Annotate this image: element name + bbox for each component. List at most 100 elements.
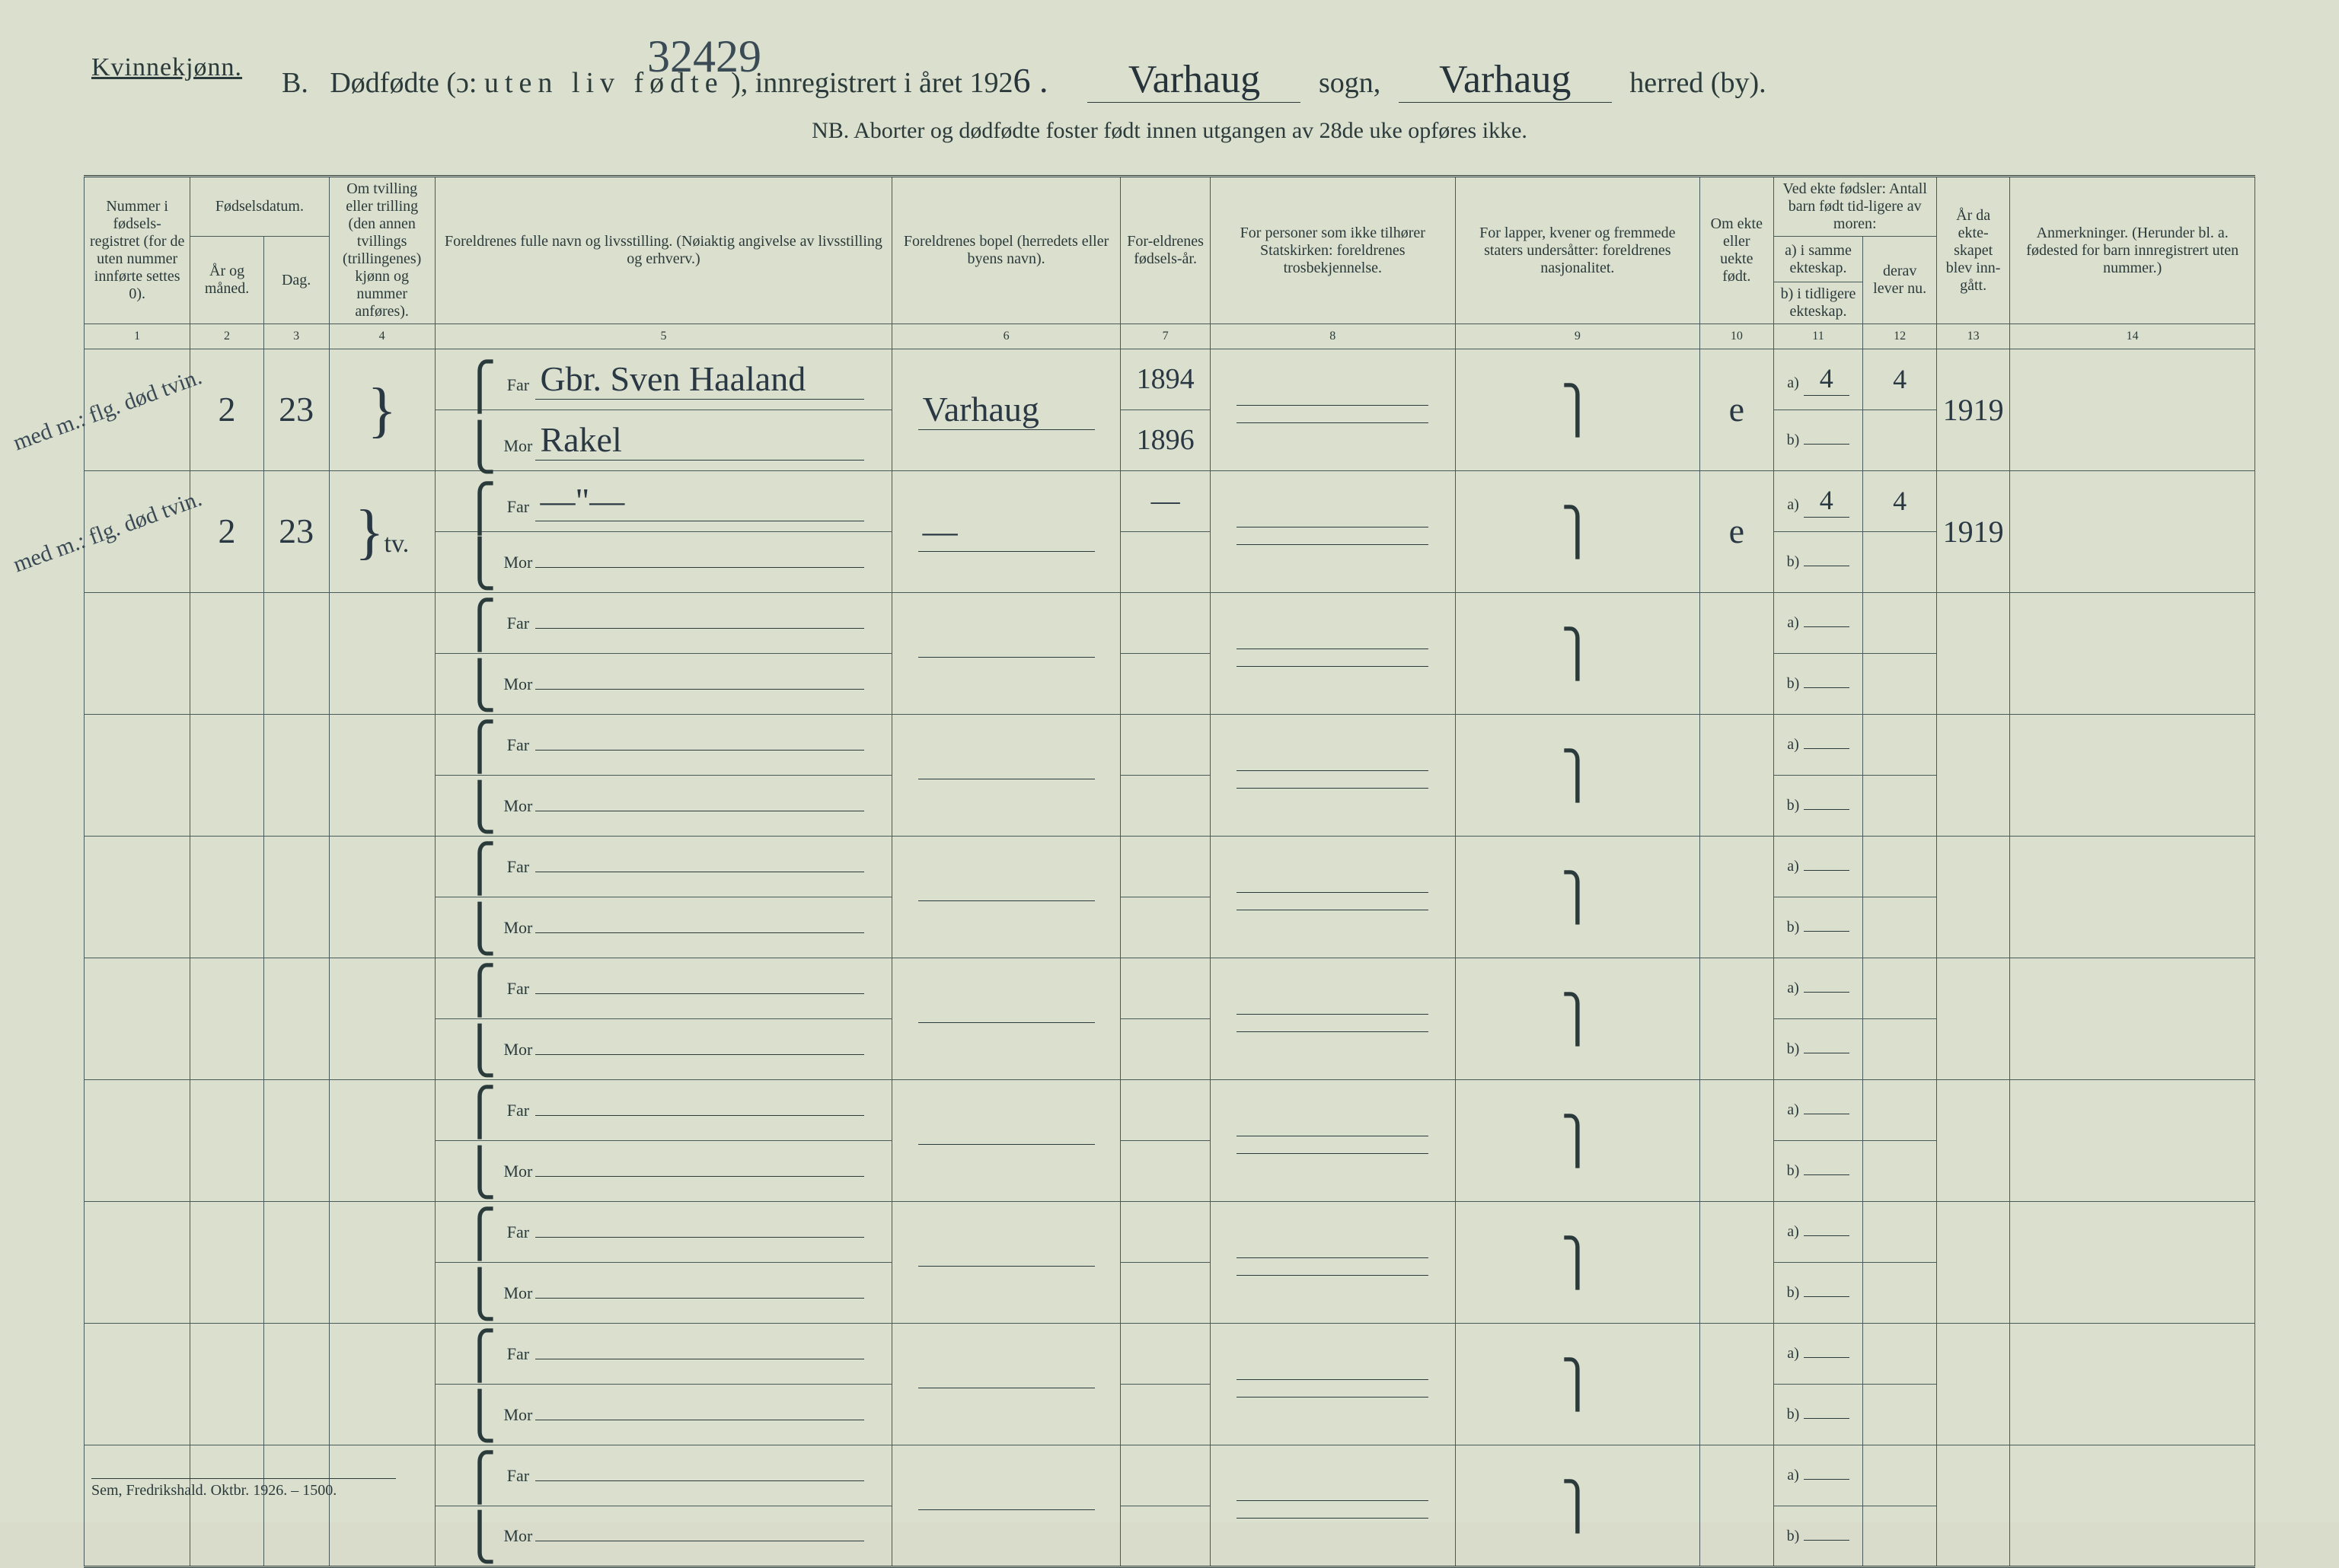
ekte-cell [1700,715,1773,837]
month-cell [190,958,263,1080]
col1-cell: med m.: flg. død tvin. [85,349,190,471]
twin-cell: }tv. [329,471,435,593]
bopel-cell [892,715,1121,837]
far-name-cell: ⎧ Far [435,1080,892,1141]
a-cell: a) [1773,593,1863,654]
a-lever-cell: 4 [1863,349,1936,410]
col-8-header: For personer som ikke tilhører Statskirk… [1211,177,1456,324]
col1-cell [85,1445,190,1567]
b-lever-cell [1863,410,1936,471]
a-lever-cell [1863,593,1936,654]
twin-cell [329,1080,435,1202]
col-14-header: Anmerkninger. (Herunder bl. a. fødested … [2010,177,2255,324]
day-cell [263,1445,329,1567]
margin-note: med m.: flg. død tvin. [10,364,206,457]
remarks-cell [2010,471,2255,593]
a-cell: a) [1773,1445,1863,1506]
col-2-header: År og måned. [190,237,263,324]
col-5-header: Foreldrenes fulle navn og livsstilling. … [435,177,892,324]
mor-year-cell: 1896 [1121,410,1211,471]
far-year-cell [1121,1324,1211,1385]
mor-name-cell: ⎩ Mor [435,1019,892,1080]
ledger-table: Nummer i fødsels-registret (for de uten … [84,175,2255,1568]
bopel-cell [892,1080,1121,1202]
remarks-cell [2010,715,2255,837]
far-year-cell [1121,593,1211,654]
mor-name-cell: ⎩ Mor [435,654,892,715]
b-lever-cell [1863,1019,1936,1080]
far-name-cell: ⎧ Far [435,1202,892,1263]
b-lever-cell [1863,776,1936,837]
b-lever-cell [1863,654,1936,715]
far-name-cell: ⎧ Far [435,1445,892,1506]
b-cell: b) [1773,776,1863,837]
year-married-cell [1936,715,2009,837]
col1-cell [85,1080,190,1202]
margin-note: med m.: flg. død tvin. [10,486,206,578]
month-cell: 2 [190,349,263,471]
a-lever-cell [1863,1324,1936,1385]
year-married-cell [1936,958,2009,1080]
herred-value: Varhaug [1439,58,1571,101]
month-cell [190,1445,263,1567]
day-cell [263,958,329,1080]
month-cell [190,837,263,958]
ekte-cell: e [1700,349,1773,471]
b-cell: b) [1773,654,1863,715]
col1-cell [85,593,190,715]
col1-cell: med m.: flg. død tvin. [85,471,190,593]
bopel-cell [892,837,1121,958]
far-name-cell: ⎧ Far—"— [435,471,892,532]
far-year-cell [1121,837,1211,897]
year-married-cell: 1919 [1936,471,2009,593]
mor-year-cell [1121,654,1211,715]
nationality-cell: ⎫ [1455,349,1700,471]
entry-row-far: ⎧ Far⎫a) [85,958,2255,1019]
a-lever-cell: 4 [1863,471,1936,532]
far-name-cell: ⎧ Far [435,715,892,776]
col1-cell [85,1202,190,1324]
a-cell: a) [1773,715,1863,776]
bopel-cell [892,1445,1121,1567]
remarks-cell [2010,958,2255,1080]
a-cell: a) [1773,837,1863,897]
a-cell: a) [1773,1202,1863,1263]
day-cell [263,593,329,715]
month-cell [190,1324,263,1445]
far-year-cell [1121,1202,1211,1263]
mor-name-cell: ⎩ Mor [435,776,892,837]
year-married-cell [1936,1445,2009,1567]
page-header: Kvinnekjønn. 32429 B. Dødfødte (ɔ: uten … [84,46,2255,175]
far-name-cell: ⎧ Far [435,593,892,654]
ekte-cell [1700,1445,1773,1567]
b-lever-cell [1863,1263,1936,1324]
day-cell [263,837,329,958]
bopel-cell: Varhaug [892,349,1121,471]
a-lever-cell [1863,1445,1936,1506]
b-lever-cell [1863,532,1936,593]
col-13-header: År da ekte-skapet blev inn-gått. [1936,177,2009,324]
col1-cell [85,715,190,837]
nb-note: NB. Aborter og dødfødte foster født inne… [812,118,1527,144]
mor-year-cell [1121,1385,1211,1445]
faith-cell [1211,958,1456,1080]
far-year-cell: 1894 [1121,349,1211,410]
col-6-header: Foreldrenes bopel (herredets eller byens… [892,177,1121,324]
faith-cell [1211,715,1456,837]
entry-row-far: ⎧ Far⎫a) [85,1445,2255,1506]
a-lever-cell [1863,715,1936,776]
entry-row-far: ⎧ Far⎫a) [85,1202,2255,1263]
col-date-header: Fødselsdatum. [190,177,329,237]
mor-name-cell: ⎩ Mor [435,1506,892,1567]
mor-name-cell: ⎩ Mor [435,1141,892,1202]
day-cell [263,1324,329,1445]
day-cell [263,1080,329,1202]
remarks-cell [2010,1202,2255,1324]
far-name-cell: ⎧ Far [435,837,892,897]
bopel-cell [892,593,1121,715]
a-cell: a)4 [1773,349,1863,410]
title-line: B. Dødfødte (ɔ: uten liv fødte ), innreg… [282,57,1766,103]
mor-name-cell: ⎩ Mor [435,897,892,958]
year-married-cell [1936,1202,2009,1324]
b-cell: b) [1773,1385,1863,1445]
